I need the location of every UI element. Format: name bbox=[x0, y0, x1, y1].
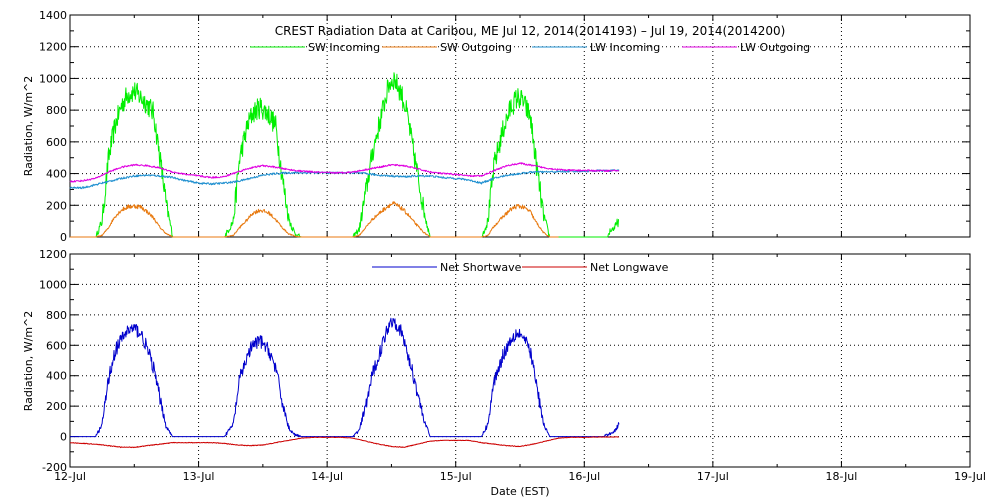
legend-label: Net Shortwave bbox=[440, 261, 522, 274]
series-line-sw-incoming bbox=[70, 72, 619, 238]
bottom-panel: -200 0 200 400 600 800 1000 1200 12-Jul 13-Jul 14-… bbox=[39, 248, 986, 483]
y-tick-label: 0 bbox=[60, 431, 67, 444]
series-line-net-shortwave bbox=[70, 317, 620, 438]
x-axis-label: Date (EST) bbox=[490, 485, 549, 498]
x-tick-label: 14-Jul bbox=[311, 470, 343, 483]
legend-label: LW Outgoing bbox=[740, 41, 810, 54]
legend-label: LW Incoming bbox=[590, 41, 660, 54]
bottom-y-axis-label: Radiation, W/m^2 bbox=[22, 311, 35, 412]
y-tick-label: -200 bbox=[42, 461, 67, 474]
legend-label: SW Incoming bbox=[308, 41, 380, 54]
y-tick-label: 200 bbox=[46, 400, 67, 413]
y-tick-label: 0 bbox=[60, 231, 67, 244]
y-tick-label: 800 bbox=[46, 309, 67, 322]
legend-label: SW Outgoing bbox=[440, 41, 512, 54]
y-tick-label: 600 bbox=[46, 339, 67, 352]
x-tick-label: 16-Jul bbox=[568, 470, 600, 483]
x-tick-label: 17-Jul bbox=[697, 470, 729, 483]
y-tick-label: 1200 bbox=[39, 248, 67, 261]
x-tick-label: 15-Jul bbox=[440, 470, 472, 483]
x-tick-label: 12-Jul bbox=[54, 470, 86, 483]
y-tick-label: 1000 bbox=[39, 278, 67, 291]
y-tick-label: 600 bbox=[46, 136, 67, 149]
y-tick-label: 200 bbox=[46, 199, 67, 212]
series-line-sw-outgoing bbox=[70, 201, 559, 238]
y-tick-label: 400 bbox=[46, 370, 67, 383]
series-line-lw-outgoing bbox=[69, 162, 620, 183]
x-tick-label: 18-Jul bbox=[825, 470, 857, 483]
y-tick-label: 1000 bbox=[39, 72, 67, 85]
x-tick-label: 13-Jul bbox=[183, 470, 215, 483]
plot-frame bbox=[69, 253, 971, 468]
y-tick-label: 400 bbox=[46, 168, 67, 181]
series-line-net-longwave bbox=[69, 436, 620, 449]
x-tick-label: 19-Jul bbox=[954, 470, 986, 483]
plot-frame bbox=[69, 14, 971, 238]
y-tick-label: 800 bbox=[46, 104, 67, 117]
top-y-axis-label: Radiation, W/m^2 bbox=[22, 76, 35, 177]
y-tick-label: 1200 bbox=[39, 41, 67, 54]
top-panel: 0 200 400 600 800 1000 1200 1400 SW Incoming SW O… bbox=[39, 9, 971, 244]
legend-label: Net Longwave bbox=[590, 261, 669, 274]
chart-title: CREST Radiation Data at Caribou, ME Jul … bbox=[275, 24, 786, 38]
y-tick-label: 1400 bbox=[39, 9, 67, 22]
